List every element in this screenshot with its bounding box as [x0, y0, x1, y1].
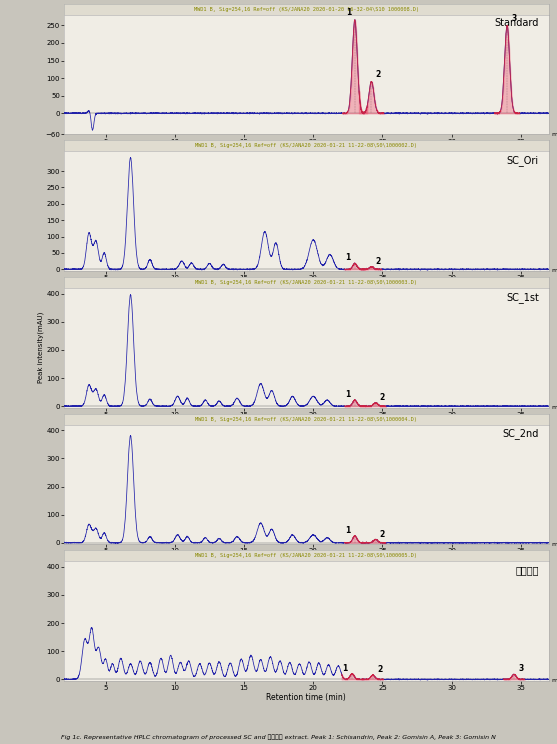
Text: MWD1 B, Sig=254,16 Ref=off (KS/JANA20 2020-01-21 11-22-08\S0\1000003.D): MWD1 B, Sig=254,16 Ref=off (KS/JANA20 20…	[196, 280, 417, 285]
Text: min: min	[551, 679, 557, 683]
Text: 1: 1	[345, 526, 350, 535]
Text: 오구오구: 오구오구	[515, 565, 539, 575]
X-axis label: Retention time (min): Retention time (min)	[266, 420, 346, 429]
Text: 3: 3	[511, 13, 517, 22]
Text: 2: 2	[380, 530, 385, 539]
Text: min: min	[551, 542, 557, 547]
Text: MWD1 B, Sig=254,16 Ref=off (KS/JANA20 2020-01-21 11-22-08\S0\1000004.D): MWD1 B, Sig=254,16 Ref=off (KS/JANA20 20…	[196, 417, 417, 422]
Text: 2: 2	[376, 257, 381, 266]
Y-axis label: Peak intensity(mAU): Peak intensity(mAU)	[37, 312, 43, 383]
Text: 2: 2	[380, 393, 385, 402]
Text: min: min	[551, 269, 557, 274]
X-axis label: Retention time (min): Retention time (min)	[266, 147, 346, 155]
Text: min: min	[551, 405, 557, 410]
Text: SC_2nd: SC_2nd	[502, 429, 539, 439]
Text: Fig 1c. Representative HPLC chromatogram of processed SC and 오구오구 extract. Peak : Fig 1c. Representative HPLC chromatogram…	[61, 734, 496, 740]
Text: SC_1st: SC_1st	[506, 292, 539, 303]
Text: Standard: Standard	[495, 19, 539, 28]
Text: 1: 1	[346, 8, 352, 17]
Text: MWD1 B, Sig=254,16 Ref=off (KS/JANA20 2020-01-21 11-22-08\S0\1000005.D): MWD1 B, Sig=254,16 Ref=off (KS/JANA20 20…	[196, 554, 417, 558]
Text: SC_Ori: SC_Ori	[507, 155, 539, 166]
Text: min: min	[551, 132, 557, 137]
Text: MWD1 B, Sig=254,16 Ref=off (KS/JANA20 2020-01-20 16-32-04\S10 1000008.D): MWD1 B, Sig=254,16 Ref=off (KS/JANA20 20…	[194, 7, 419, 12]
Text: MWD1 B, Sig=254,16 Ref=off (KS/JANA20 2020-01-21 11-22-08\S0\1000002.D): MWD1 B, Sig=254,16 Ref=off (KS/JANA20 20…	[196, 144, 417, 148]
Text: 1: 1	[345, 390, 350, 399]
X-axis label: Retention time (min): Retention time (min)	[266, 557, 346, 565]
X-axis label: Retention time (min): Retention time (min)	[266, 693, 346, 702]
Text: 1: 1	[343, 664, 348, 673]
Text: 2: 2	[377, 665, 382, 674]
Text: 2: 2	[376, 70, 381, 79]
Text: 3: 3	[519, 664, 524, 673]
X-axis label: Retention time (min): Retention time (min)	[266, 283, 346, 292]
Text: 1: 1	[345, 254, 350, 263]
